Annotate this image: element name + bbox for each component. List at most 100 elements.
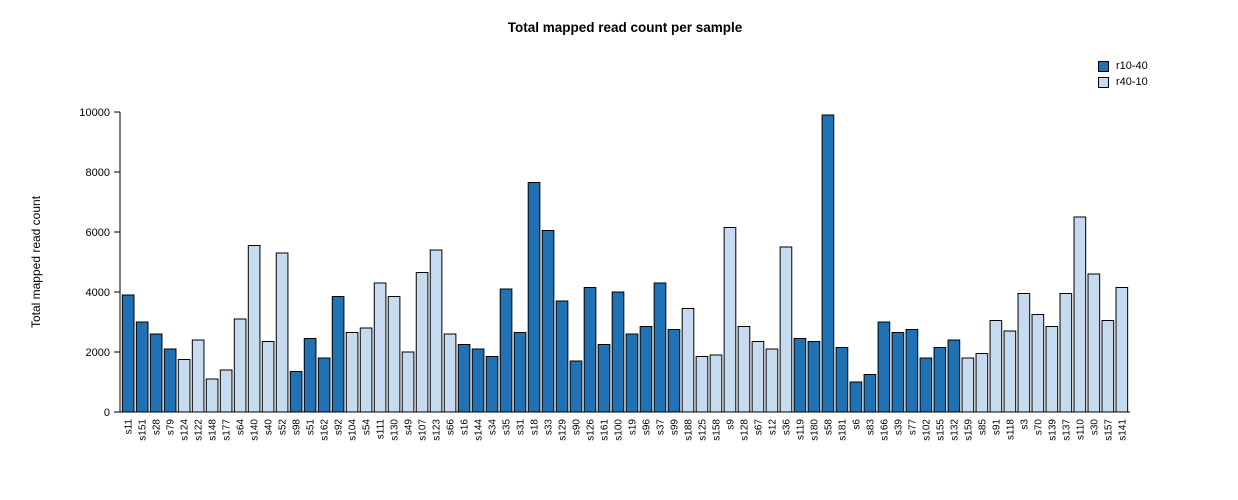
bar bbox=[247, 245, 261, 413]
x-tick-label: s110 bbox=[1075, 419, 1086, 440]
bar bbox=[401, 351, 415, 413]
x-tick-label: s30 bbox=[1089, 419, 1100, 436]
bar bbox=[177, 359, 191, 413]
x-tick-label: s107 bbox=[418, 419, 429, 441]
bar bbox=[527, 182, 541, 413]
x-tick-label: s83 bbox=[865, 419, 876, 436]
x-tick-label: s123 bbox=[432, 419, 443, 441]
bar bbox=[457, 344, 471, 413]
bar bbox=[471, 348, 485, 413]
bar bbox=[373, 282, 387, 413]
bar bbox=[975, 353, 989, 413]
x-tick-label: s67 bbox=[753, 419, 764, 436]
bar bbox=[1031, 314, 1045, 413]
bar bbox=[709, 354, 723, 413]
x-tick-label: s16 bbox=[460, 419, 471, 436]
x-tick-label: s111 bbox=[376, 419, 387, 440]
y-tick-label: 4000 bbox=[86, 287, 110, 299]
bar bbox=[597, 344, 611, 413]
x-tick-label: s85 bbox=[977, 419, 988, 436]
bar bbox=[625, 333, 639, 413]
bar bbox=[499, 288, 513, 413]
x-tick-label: s70 bbox=[1033, 419, 1044, 436]
bar bbox=[1073, 216, 1087, 413]
x-tick-label: s64 bbox=[236, 419, 247, 436]
x-tick-label: s104 bbox=[348, 419, 359, 441]
x-tick-label: s158 bbox=[711, 419, 722, 441]
y-tick-label: 8000 bbox=[86, 167, 110, 179]
bar bbox=[807, 341, 821, 413]
bar bbox=[345, 332, 359, 413]
x-tick-label: s141 bbox=[1117, 419, 1128, 441]
legend-entry-r10-40: r10-40 bbox=[1098, 60, 1148, 73]
bar bbox=[681, 308, 695, 413]
bar bbox=[1045, 326, 1059, 413]
x-tick-label: s98 bbox=[292, 419, 303, 436]
y-axis-title: Total mapped read count bbox=[29, 195, 43, 328]
bar bbox=[835, 347, 849, 413]
bar bbox=[289, 371, 303, 413]
bar bbox=[583, 287, 597, 413]
x-tick-label: s129 bbox=[558, 419, 569, 441]
x-tick-label: s36 bbox=[781, 419, 792, 436]
x-tick-label: s77 bbox=[907, 419, 918, 436]
x-tick-label: s128 bbox=[739, 419, 750, 441]
x-tick-label: s151 bbox=[138, 419, 149, 441]
bar bbox=[1087, 273, 1101, 413]
bar bbox=[989, 320, 1003, 413]
x-tick-label: s40 bbox=[264, 419, 275, 436]
legend-label-r40-10: r40-10 bbox=[1116, 76, 1148, 88]
x-tick-label: s119 bbox=[795, 419, 806, 440]
bar bbox=[1017, 293, 1031, 413]
x-tick-label: s177 bbox=[222, 419, 233, 441]
bar bbox=[905, 329, 919, 413]
x-tick-label: s139 bbox=[1047, 419, 1058, 441]
bar bbox=[135, 321, 149, 413]
x-tick-label: s11 bbox=[124, 419, 135, 435]
x-tick-label: s34 bbox=[488, 419, 499, 436]
bar bbox=[275, 252, 289, 413]
bar bbox=[485, 356, 499, 413]
x-tick-label: s144 bbox=[474, 419, 485, 441]
bar bbox=[891, 332, 905, 413]
bar bbox=[163, 348, 177, 413]
bar bbox=[611, 291, 625, 413]
bar bbox=[205, 378, 219, 413]
x-tick-label: s92 bbox=[334, 419, 345, 436]
bar bbox=[541, 230, 555, 413]
legend-label-r10-40: r10-40 bbox=[1116, 60, 1148, 72]
x-tick-label: s180 bbox=[809, 419, 820, 441]
x-tick-label: s161 bbox=[600, 419, 611, 441]
x-tick-label: s166 bbox=[879, 419, 890, 441]
legend-swatch-r40-10 bbox=[1098, 77, 1109, 88]
x-tick-label: s91 bbox=[991, 419, 1002, 436]
y-tick-label: 2000 bbox=[86, 347, 110, 359]
x-tick-label: s37 bbox=[655, 419, 666, 436]
bar bbox=[443, 333, 457, 413]
x-tick-label: s90 bbox=[572, 419, 583, 436]
x-tick-label: s137 bbox=[1061, 419, 1072, 441]
bar bbox=[653, 282, 667, 413]
x-tick-label: s12 bbox=[767, 419, 778, 436]
y-tick-label: 0 bbox=[104, 407, 110, 419]
bar bbox=[331, 296, 345, 413]
bar bbox=[191, 339, 205, 413]
bar bbox=[877, 321, 891, 413]
x-tick-label: s118 bbox=[1005, 419, 1016, 440]
x-tick-label: s49 bbox=[404, 419, 415, 436]
bar bbox=[779, 246, 793, 413]
bar bbox=[1059, 293, 1073, 413]
bar bbox=[121, 294, 135, 413]
bar bbox=[793, 338, 807, 413]
x-tick-label: s6 bbox=[851, 419, 862, 430]
x-tick-label: s39 bbox=[893, 419, 904, 436]
bar bbox=[303, 338, 317, 413]
bar bbox=[233, 318, 247, 413]
x-tick-label: s140 bbox=[250, 419, 261, 441]
bar bbox=[849, 381, 863, 413]
bar bbox=[961, 357, 975, 413]
bar bbox=[429, 249, 443, 413]
x-tick-label: s51 bbox=[306, 419, 317, 436]
